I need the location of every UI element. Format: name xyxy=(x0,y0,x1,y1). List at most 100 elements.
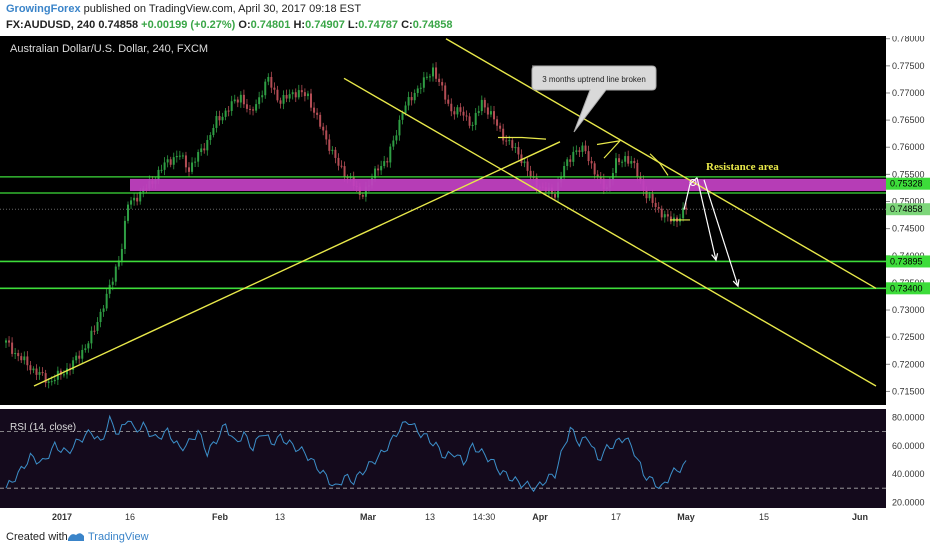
candle-body xyxy=(425,76,428,78)
candle-body xyxy=(660,208,663,218)
resistance-area-label: Resistance area xyxy=(706,161,779,173)
candle-body xyxy=(108,284,111,294)
price-tick-label: 0.72500 xyxy=(892,332,925,342)
candle-body xyxy=(273,87,276,90)
high-value: 0.74907 xyxy=(305,19,345,31)
candle-body xyxy=(242,94,245,105)
candle-body xyxy=(444,85,447,100)
price-chart[interactable]: Resistance area 3 months uptrend line bro… xyxy=(0,36,932,524)
time-tick-label: 16 xyxy=(125,512,135,522)
candle-body xyxy=(566,159,569,166)
drawings: Resistance area 3 months uptrend line bro… xyxy=(0,38,886,387)
candle-body xyxy=(233,99,236,102)
candle-body xyxy=(8,340,11,343)
candle-body xyxy=(654,202,657,207)
candle-body xyxy=(78,355,81,359)
candle-body xyxy=(194,161,197,163)
candle-body xyxy=(276,89,279,101)
candle-body xyxy=(209,135,212,141)
candle-body xyxy=(435,67,438,79)
candle-body xyxy=(285,95,288,99)
time-tick-label: 17 xyxy=(611,512,621,522)
price-tick-label: 0.73000 xyxy=(892,305,925,315)
candle-body xyxy=(96,322,99,331)
candle-body xyxy=(172,157,175,165)
price-tick-label: 0.74500 xyxy=(892,224,925,234)
candles xyxy=(5,62,688,389)
candle-body xyxy=(618,158,621,163)
candle-body xyxy=(102,308,105,312)
candle-body xyxy=(227,110,230,112)
candle-body xyxy=(188,167,190,172)
candle-body xyxy=(297,90,300,98)
candle-body xyxy=(206,140,209,151)
candle-body xyxy=(474,112,477,125)
candle-body xyxy=(657,206,660,209)
author-link[interactable]: GrowingForex xyxy=(6,3,81,15)
candle-body xyxy=(236,99,239,103)
candle-body xyxy=(200,148,203,153)
candle-body xyxy=(114,266,117,282)
candle-body xyxy=(526,161,529,171)
candle-body xyxy=(480,99,483,112)
projection-arrow-1 xyxy=(696,177,717,261)
candle-body xyxy=(178,155,181,157)
support-level-tag xyxy=(886,255,930,268)
candle-body xyxy=(627,156,630,164)
candle-body xyxy=(523,161,526,164)
candle-body xyxy=(456,107,459,115)
candle-body xyxy=(123,220,126,249)
price-tick-label: 0.76000 xyxy=(892,142,925,152)
candle-body xyxy=(32,368,35,371)
candle-body xyxy=(554,194,556,198)
candle-body xyxy=(575,150,578,152)
time-tick-label: Apr xyxy=(532,512,548,522)
projection-arrow-2-head xyxy=(732,279,740,288)
price-tick-label: 0.72000 xyxy=(892,359,925,369)
candle-body xyxy=(270,76,273,88)
candle-body xyxy=(11,342,14,354)
candle-body xyxy=(682,207,685,219)
candle-body xyxy=(389,146,392,163)
candle-body xyxy=(288,94,291,99)
rsi-pane xyxy=(0,409,886,508)
candle-body xyxy=(93,330,96,332)
channel-lower-line xyxy=(343,77,877,387)
resistance-zone xyxy=(130,178,886,192)
candle-body xyxy=(184,155,187,168)
candle-body xyxy=(514,147,517,149)
candle-body xyxy=(340,165,343,167)
resistance-price-label: 0.75328 xyxy=(890,179,923,189)
candle-body xyxy=(636,162,639,178)
tradingview-link[interactable]: TradingView xyxy=(88,531,149,543)
high-label: H: xyxy=(293,19,306,31)
candle-body xyxy=(120,248,123,261)
time-axis-panel xyxy=(0,508,932,524)
candle-body xyxy=(450,103,453,112)
candle-body xyxy=(303,92,306,97)
candle-body xyxy=(404,105,407,114)
candle-body xyxy=(203,148,206,151)
candle-body xyxy=(35,368,38,375)
chart-title: Australian Dollar/U.S. Dollar, 240, FXCM xyxy=(10,43,208,55)
low-label: L: xyxy=(347,19,359,31)
candle-body xyxy=(489,111,492,115)
candle-body xyxy=(221,116,224,121)
time-tick-label: Feb xyxy=(212,512,229,522)
current-price-label: 0.74858 xyxy=(890,204,923,214)
time-tick-label: 13 xyxy=(425,512,435,522)
candle-body xyxy=(386,161,389,163)
candle-body xyxy=(364,186,367,197)
candle-body xyxy=(486,107,489,115)
candle-body xyxy=(419,87,422,89)
candle-body xyxy=(407,97,410,106)
candle-body xyxy=(319,114,322,127)
projection-arrow-2 xyxy=(703,179,739,287)
candle-body xyxy=(279,100,282,104)
candle-body xyxy=(493,111,495,120)
candle-body xyxy=(505,140,508,142)
candle-body xyxy=(53,379,56,382)
candle-body xyxy=(428,76,431,78)
pattern-line xyxy=(649,153,669,176)
rsi-tick-label: 20.0000 xyxy=(892,497,925,507)
